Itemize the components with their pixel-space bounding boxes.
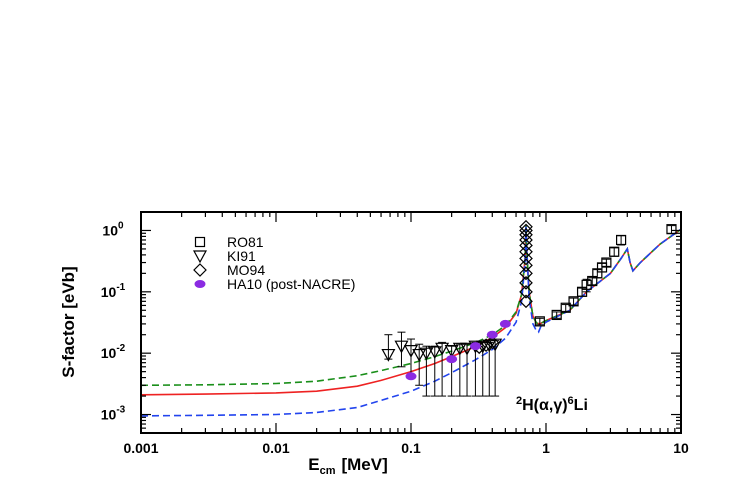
legend-label-4: HA10 (post-NACRE)	[227, 276, 355, 292]
x-axis-title-unit: [MeV]	[341, 455, 387, 474]
marker-ki91	[427, 346, 442, 360]
marker-ro81	[587, 275, 598, 287]
marker-ki91	[460, 342, 475, 356]
y-tick-label: 10-2	[101, 343, 126, 361]
annotation-comma: ,	[549, 397, 553, 414]
marker-ro81	[666, 224, 677, 235]
x-axis-title-sub: cm	[320, 465, 336, 477]
x-axis-title-main: E	[308, 455, 319, 474]
legend-label-3: MO94	[227, 262, 265, 278]
annotation-main2: )	[562, 397, 567, 414]
y-tick-label: 10-3	[101, 405, 126, 423]
marker-ha10	[469, 342, 481, 351]
marker-mo94	[519, 276, 533, 290]
marker-ro81	[616, 234, 627, 246]
marker-mo94	[519, 284, 533, 299]
y-tick-mantissa: 10	[101, 284, 117, 300]
marker-ki91	[381, 348, 396, 362]
axis-ticks	[140, 211, 682, 434]
marker-ha10	[446, 355, 458, 364]
marker-ro81	[581, 279, 592, 290]
x-tick-label: 0.01	[262, 440, 289, 456]
marker-mo94	[519, 238, 533, 253]
annotation-pre1: 2	[516, 395, 522, 407]
x-tick-label: 10	[673, 440, 689, 456]
marker-ro81	[609, 246, 620, 257]
y-tick-exponent: -2	[116, 343, 125, 354]
error-bars	[384, 225, 676, 397]
legend-label-2: KI91	[227, 248, 256, 264]
marker-ro81	[560, 302, 571, 313]
marker-ki91	[444, 345, 459, 358]
plot-frame	[140, 211, 682, 434]
x-tick-label: 0.1	[401, 440, 421, 456]
marker-mo94	[519, 266, 533, 281]
marker-mo94	[485, 335, 500, 350]
annotation-gamma: γ	[553, 397, 562, 414]
y-axis-title: S-factor [eVb]	[59, 266, 78, 377]
marker-ki91	[419, 347, 434, 361]
marker-mo94	[519, 258, 533, 273]
marker-ro81	[551, 309, 562, 321]
annotation-main1: H(	[522, 397, 540, 414]
y-tick-mantissa: 10	[101, 407, 117, 423]
y-tick-exponent: -3	[116, 405, 125, 416]
x-axis-title: Ecm [MeV]	[308, 455, 388, 477]
marker-ha10	[486, 330, 498, 339]
legend-marker-4	[194, 280, 206, 288]
y-tick-mantissa: 10	[101, 345, 117, 361]
marker-mo94	[519, 294, 533, 309]
annotation-main3: Li	[574, 397, 588, 414]
marker-mo94	[479, 338, 493, 353]
annotation-alpha: α	[539, 397, 549, 414]
marker-ro81	[534, 316, 545, 327]
marker-ro81	[568, 296, 579, 307]
marker-ha10	[405, 372, 417, 381]
legend-marker-3	[193, 263, 207, 277]
data-markers	[381, 219, 677, 381]
marker-mo94	[519, 219, 533, 234]
marker-ha10	[499, 319, 511, 328]
legend-marker-1	[194, 236, 206, 248]
x-tick-label: 0.001	[123, 440, 158, 456]
y-tick-exponent: -1	[116, 282, 125, 293]
y-tick-mantissa: 10	[102, 222, 118, 238]
reaction-annotation: 2H(α,γ)6Li	[516, 395, 588, 414]
marker-ki91	[394, 340, 409, 354]
y-tick-exponent: 0	[118, 220, 124, 231]
marker-mo94	[519, 233, 533, 247]
legend-label-1: RO81	[227, 234, 264, 250]
y-tick-label: 10-1	[101, 282, 126, 300]
marker-mo94	[519, 244, 533, 259]
x-tick-label: 1	[542, 440, 550, 456]
y-tick-label: 100	[102, 220, 124, 238]
legend-marker-2	[192, 250, 208, 264]
marker-ki91	[452, 342, 467, 356]
marker-ki91	[435, 342, 450, 356]
model-curve-3	[140, 226, 682, 417]
marker-mo94	[519, 251, 533, 266]
marker-ki91	[412, 348, 427, 362]
marker-ro81	[601, 257, 612, 268]
annotation-pre2: 6	[568, 395, 574, 407]
model-curves	[140, 225, 682, 417]
